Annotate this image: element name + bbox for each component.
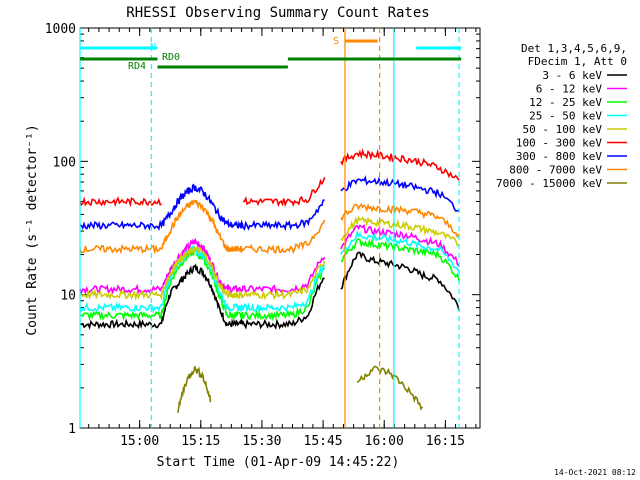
mode-label: RD4	[128, 61, 146, 72]
series-line	[79, 199, 326, 255]
series-line	[340, 237, 460, 282]
legend-header: FDecim 1, Att 0	[528, 55, 627, 68]
legend-label: 6 - 12 keV	[536, 83, 603, 96]
series-line	[340, 148, 460, 181]
legend-header: Det 1,3,4,5,6,9,	[521, 42, 627, 55]
series-line	[340, 175, 460, 212]
x-tick-label: 15:30	[242, 434, 281, 449]
series-line	[80, 183, 325, 232]
axes: 1 10 100 1000 15:00 15:15 15:30 15:45 16:00 16:15	[45, 22, 481, 449]
legend-label: 800 - 7000 keV	[509, 164, 602, 177]
mode-label: N	[150, 42, 156, 53]
chart-title: RHESSI Observing Summary Count Rates	[126, 5, 429, 21]
series-layer	[79, 148, 460, 413]
legend-label: 3 - 6 keV	[542, 69, 602, 82]
annotation-layer: N RD0 RD4 S	[79, 28, 462, 428]
legend-label: 50 - 100 keV	[523, 123, 603, 136]
series-line	[340, 203, 460, 239]
series-line	[79, 237, 326, 296]
x-tick-label: 15:45	[304, 434, 343, 449]
series-line	[340, 223, 460, 267]
legend: Det 1,3,4,5,6,9,FDecim 1, Att 03 - 6 keV…	[496, 42, 627, 190]
mode-label: RD0	[162, 52, 180, 63]
series-line	[177, 366, 212, 413]
series-line	[79, 245, 326, 315]
series-line	[340, 215, 460, 247]
series-line	[79, 263, 325, 330]
series-line	[79, 245, 326, 302]
y-tick-label: 100	[53, 155, 76, 170]
legend-label: 100 - 300 keV	[516, 137, 602, 150]
series-line	[356, 365, 424, 411]
footer-date: 14-Oct-2021 08:12	[554, 468, 636, 477]
series-line	[340, 229, 460, 273]
series-line	[340, 251, 460, 311]
x-axis-label: Start Time (01-Apr-09 14:45:22)	[157, 455, 400, 470]
x-tick-label: 15:15	[181, 434, 220, 449]
legend-label: 12 - 25 keV	[529, 96, 602, 109]
mode-label: S	[333, 36, 339, 47]
x-tick-label: 15:00	[120, 434, 159, 449]
series-line	[79, 196, 162, 208]
y-tick-label: 1	[68, 422, 76, 437]
series-line	[242, 176, 326, 208]
y-tick-label: 10	[60, 289, 76, 304]
y-axis-label: Count Rate (s⁻¹ detector⁻¹)	[25, 124, 40, 335]
legend-label: 25 - 50 keV	[529, 110, 602, 123]
legend-label: 7000 - 15000 keV	[496, 177, 602, 190]
x-tick-label: 16:15	[426, 434, 465, 449]
x-tick-label: 16:00	[365, 434, 404, 449]
y-tick-label: 1000	[45, 22, 76, 37]
legend-label: 300 - 800 keV	[516, 150, 602, 163]
